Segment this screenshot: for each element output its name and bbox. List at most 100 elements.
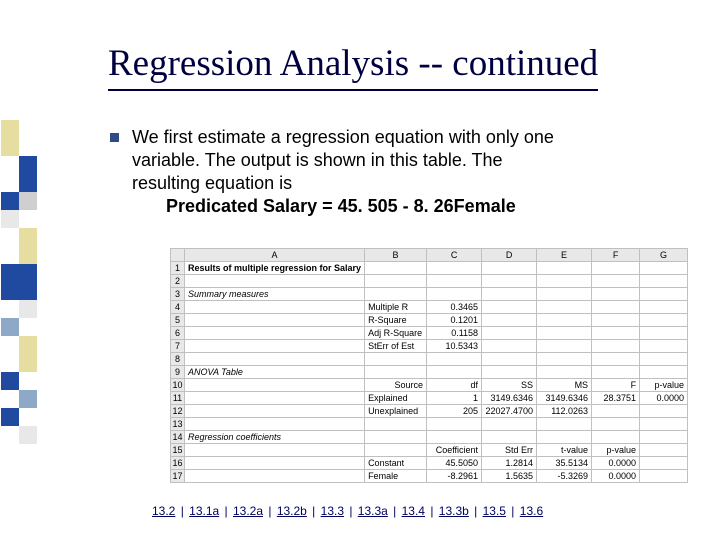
cell [537,353,592,366]
cell: R-Square [365,314,427,327]
nav-link[interactable]: 13.2b [277,504,307,518]
cell: Summary measures [185,288,365,301]
nav-link[interactable]: 13.1a [189,504,219,518]
cell [537,327,592,340]
col-header: G [640,249,688,262]
cell [427,431,482,444]
cell [592,275,640,288]
cell: Unexplained [365,405,427,418]
nav-link[interactable]: 13.3b [439,504,469,518]
cell [427,275,482,288]
cell [640,353,688,366]
cell [592,262,640,275]
cell: 0.0000 [640,392,688,405]
cell: Constant [365,457,427,470]
cell [537,340,592,353]
row-header: 17 [171,470,185,483]
nav-link[interactable]: 13.4 [402,504,425,518]
cell [185,327,365,340]
cell: 1.2814 [482,457,537,470]
row-header: 4 [171,301,185,314]
cell [365,275,427,288]
cell: Regression coefficients [185,431,365,444]
cell [537,314,592,327]
cell: 0.1158 [427,327,482,340]
nav-separator: | [469,504,483,518]
nav-separator: | [425,504,439,518]
cell [427,366,482,379]
row-header: 6 [171,327,185,340]
cell [365,353,427,366]
sidebar-tile [1,264,37,300]
cell [592,327,640,340]
cell: 112.0263 [537,405,592,418]
bullet-marker [110,133,119,142]
cell [185,405,365,418]
cell [185,470,365,483]
row-header: 12 [171,405,185,418]
row-header: 8 [171,353,185,366]
cell: 0.3465 [427,301,482,314]
row-header: 7 [171,340,185,353]
page-title: Regression Analysis -- continued [108,42,598,85]
col-header: F [592,249,640,262]
cell [185,301,365,314]
cell [365,418,427,431]
cell [592,353,640,366]
cell [592,340,640,353]
cell [640,288,688,301]
col-header: D [482,249,537,262]
cell: F [592,379,640,392]
cell [185,457,365,470]
cell [592,405,640,418]
cell [592,418,640,431]
cell: 3149.6346 [537,392,592,405]
cell: StErr of Est [365,340,427,353]
cell [185,418,365,431]
bullet-line-2: variable. The output is shown in this ta… [132,150,503,170]
cell [365,288,427,301]
cell: Adj R-Square [365,327,427,340]
cell [482,275,537,288]
cell: Multiple R [365,301,427,314]
nav-link[interactable]: 13.5 [483,504,506,518]
cell [640,366,688,379]
decorative-sidebar [0,0,38,540]
sidebar-tile [19,192,37,210]
nav-link[interactable]: 13.2 [152,504,175,518]
cell: ANOVA Table [185,366,365,379]
cell: t-value [537,444,592,457]
nav-link[interactable]: 13.2a [233,504,263,518]
cell [537,262,592,275]
sidebar-tile [19,426,37,444]
cell [482,353,537,366]
cell [592,431,640,444]
row-header: 2 [171,275,185,288]
cell [482,366,537,379]
bullet-block: We first estimate a regression equation … [110,126,650,218]
cell: Explained [365,392,427,405]
row-header: 11 [171,392,185,405]
cell [640,340,688,353]
cell [185,353,365,366]
nav-link[interactable]: 13.3a [358,504,388,518]
sidebar-tile [1,408,19,426]
sidebar-tile [19,336,37,372]
col-header: A [185,249,365,262]
bullet-equation: Predicated Salary = 45. 505 - 8. 26Femal… [132,195,650,218]
cell: 45.5050 [427,457,482,470]
nav-link[interactable]: 13.3 [321,504,344,518]
cell [365,431,427,444]
nav-separator: | [344,504,358,518]
nav-link[interactable]: 13.6 [520,504,543,518]
cell [185,275,365,288]
row-header: 13 [171,418,185,431]
cell [537,431,592,444]
cell [365,366,427,379]
nav-separator: | [263,504,277,518]
cell [592,366,640,379]
cell [640,275,688,288]
nav-separator: | [506,504,520,518]
sidebar-tile [19,390,37,408]
title-text: Regression Analysis -- continued [108,43,598,84]
